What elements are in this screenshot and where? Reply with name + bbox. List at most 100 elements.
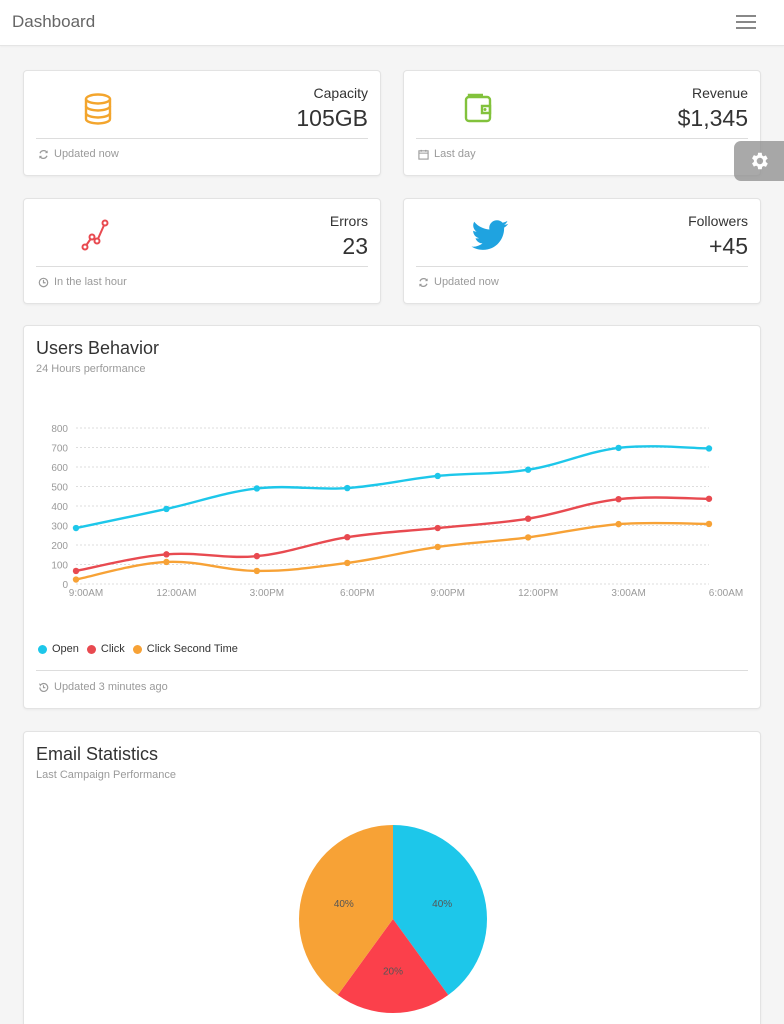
stat-footer: Updated now [418, 276, 499, 288]
navbar-brand[interactable]: Dashboard [12, 12, 96, 31]
legend-item-open: Open [38, 643, 79, 655]
y-tick-label: 500 [51, 483, 68, 494]
legend-label: Click [100, 643, 125, 655]
x-tick-label: 12:00PM [518, 588, 558, 599]
x-tick-label: 6:00AM [709, 588, 743, 599]
stat-label: Revenue [691, 85, 748, 101]
data-point [705, 520, 713, 528]
gear-icon [752, 152, 768, 170]
stat-card-revenue: Revenue $1,345 Last day [403, 70, 761, 176]
data-point [72, 576, 80, 583]
wallet-icon [456, 87, 500, 131]
stat-footer: Last day [418, 148, 476, 160]
y-tick-label: 0 [62, 580, 68, 591]
data-point [253, 552, 261, 560]
stat-value: $1,345 [677, 105, 748, 131]
users-behavior-chart: 0 100 200 300 400 500 600 700 800 9:00AM 12:00AM 3:… [51, 424, 743, 599]
stat-value: 23 [342, 233, 368, 259]
y-tick-label: 600 [51, 463, 68, 474]
database-icon [76, 87, 120, 131]
stat-footer: In the last hour [38, 276, 127, 288]
stat-label: Capacity [313, 85, 368, 101]
data-point [72, 567, 80, 575]
data-point [434, 543, 441, 551]
data-point [163, 551, 170, 558]
y-tick-label: 400 [51, 502, 68, 513]
pie-slice-label: 40% [334, 899, 354, 910]
y-tick-label: 800 [51, 424, 68, 435]
data-point [705, 445, 713, 452]
data-point [524, 515, 532, 522]
data-point [344, 534, 351, 541]
series-line-0 [75, 445, 710, 530]
data-point [163, 558, 170, 566]
stat-footer-text: Updated now [434, 276, 499, 288]
data-point [344, 484, 351, 492]
clock-icon [38, 277, 49, 287]
x-tick-label: 9:00PM [430, 588, 464, 599]
y-tick-label: 100 [51, 561, 68, 572]
data-point [434, 472, 441, 480]
data-point [524, 466, 532, 473]
chart-legend: Open Click Click Second Time [38, 643, 238, 655]
calendar-icon [418, 149, 429, 160]
divider [416, 138, 748, 139]
stat-card-followers: Followers +45 Updated now [403, 198, 761, 304]
stat-footer-text: Updated now [54, 148, 119, 160]
stat-card-errors: Errors 23 In the last hour [23, 198, 381, 304]
stat-footer-text: Last day [434, 148, 476, 160]
data-point [253, 567, 261, 575]
stat-footer: Updated now [38, 148, 119, 160]
legend-item-click-second: Click Second Time [132, 643, 238, 655]
top-navbar: Dashboard [0, 0, 784, 46]
data-point [163, 505, 170, 513]
data-point [615, 495, 622, 503]
x-tick-label: 3:00AM [611, 588, 645, 599]
pie-slice [298, 825, 393, 996]
series-line-1 [75, 496, 710, 573]
refresh-icon [419, 277, 428, 287]
divider [36, 266, 368, 267]
data-point [615, 520, 622, 528]
stat-label: Errors [329, 213, 368, 229]
twitter-icon [468, 213, 512, 257]
divider [416, 266, 748, 267]
line-chart-icon [78, 213, 122, 257]
x-tick-label: 9:00AM [69, 588, 103, 599]
stat-footer-text: In the last hour [54, 276, 127, 288]
email-statistics-card: Email Statistics Last Campaign Performan… [23, 731, 761, 1024]
x-tick-label: 6:00PM [340, 588, 374, 599]
settings-toggle[interactable] [734, 141, 784, 181]
pie-slice-label: 20% [383, 967, 403, 978]
legend-label: Open [52, 643, 79, 655]
history-icon [38, 682, 49, 692]
stat-value: 105GB [296, 105, 368, 131]
card-subtitle: Last Campaign Performance [36, 769, 177, 781]
hamburger-icon[interactable] [736, 15, 756, 29]
card-subtitle: 24 Hours performance [36, 363, 146, 375]
email-statistics-pie: 40% 20% 40% [298, 825, 487, 1013]
data-point [344, 559, 351, 567]
legend-label: Click Second Time [146, 643, 238, 655]
legend-item-click: Click [86, 643, 125, 655]
users-behavior-card: Users Behavior 24 Hours performance 0 100… [23, 325, 761, 709]
divider [36, 670, 748, 671]
stat-value: +45 [708, 233, 748, 259]
data-point [253, 485, 261, 492]
divider [36, 138, 368, 139]
card-title: Users Behavior [36, 338, 160, 358]
chart-footer: Updated 3 minutes ago [38, 681, 168, 693]
pie-slice-label: 40% [432, 899, 452, 910]
stat-card-capacity: Capacity 105GB Updated now [23, 70, 381, 176]
y-tick-label: 200 [51, 541, 68, 552]
pie-slice [337, 919, 449, 1013]
y-tick-label: 300 [51, 522, 68, 533]
chart-footer-text: Updated 3 minutes ago [54, 681, 168, 693]
stat-label: Followers [688, 213, 748, 229]
refresh-icon [39, 149, 48, 159]
x-tick-label: 12:00AM [156, 588, 196, 599]
pie-slice [393, 825, 487, 996]
card-title: Email Statistics [36, 744, 159, 764]
data-point [524, 534, 532, 541]
data-point [705, 495, 713, 502]
